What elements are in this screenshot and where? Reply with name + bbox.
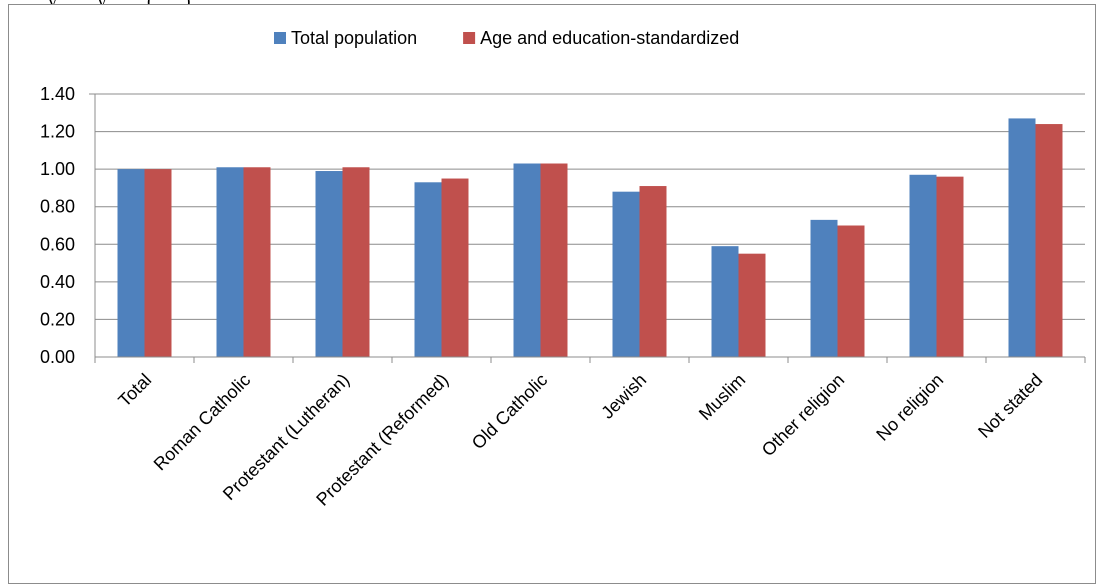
y-tick-label: 1.20	[40, 122, 75, 142]
bar	[1008, 118, 1036, 358]
x-tick-label: Total	[114, 370, 155, 411]
bar	[216, 167, 244, 357]
y-tick-label: 0.80	[40, 197, 75, 217]
y-tick-label: 0.00	[40, 347, 75, 367]
bar	[837, 225, 865, 357]
bar	[144, 169, 172, 357]
bar	[243, 167, 271, 357]
bar	[441, 178, 469, 357]
chart-legend: Total population Age and education-standa…	[274, 28, 739, 48]
x-tick-label: No religion	[872, 370, 947, 445]
bar	[1035, 124, 1063, 357]
legend-label: Age and education-standardized	[480, 28, 739, 48]
chart-frame: Total population Age and education-standa…	[8, 4, 1096, 584]
legend-label: Total population	[291, 28, 417, 48]
y-tick-label: 0.60	[40, 234, 75, 254]
y-tick-label: 1.00	[40, 159, 75, 179]
bar	[810, 219, 838, 357]
bar	[513, 163, 541, 357]
bar	[612, 191, 640, 357]
x-tick-label: Not stated	[974, 370, 1046, 442]
bar-chart: Total population Age and education-standa…	[40, 28, 1086, 510]
legend-swatch	[274, 32, 286, 44]
bar	[936, 176, 964, 357]
x-tick-label: Other religion	[758, 370, 849, 461]
x-tick-label: Old Catholic	[468, 370, 551, 453]
y-tick-label: 0.20	[40, 309, 75, 329]
bar	[711, 246, 739, 357]
x-tick-label: Muslim	[695, 370, 749, 424]
bar	[414, 182, 442, 357]
bar	[738, 253, 766, 357]
legend-swatch	[463, 32, 476, 44]
x-tick-label: Jewish	[597, 370, 650, 423]
bar	[639, 186, 667, 357]
bar	[117, 169, 145, 357]
bar	[315, 171, 343, 357]
bar	[342, 167, 370, 357]
y-tick-label: 0.40	[40, 272, 75, 292]
y-axis: 0.00 0.20 0.40 0.60 0.80 1.00 1.20 1.40	[40, 84, 96, 367]
x-tick-label: Roman Catholic	[150, 370, 255, 475]
y-tick-label: 1.40	[40, 84, 75, 104]
bar	[540, 163, 568, 357]
bar	[909, 174, 937, 357]
bars	[117, 118, 1063, 358]
